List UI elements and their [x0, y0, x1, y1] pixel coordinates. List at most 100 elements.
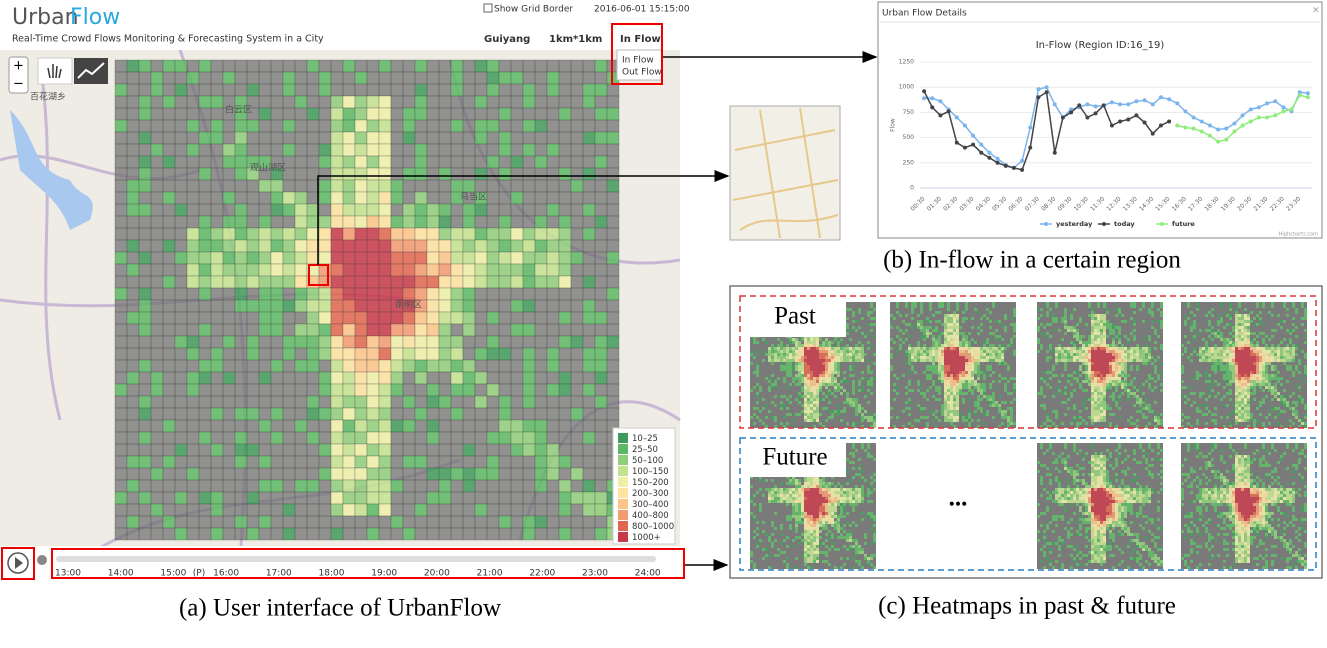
heat-cell — [139, 348, 151, 360]
heat-cell — [947, 314, 950, 317]
heat-cell — [956, 422, 959, 425]
heat-cell — [843, 419, 846, 422]
close-button[interactable]: × — [1312, 6, 1320, 16]
heat-cell — [855, 329, 858, 332]
city-select[interactable]: Guiyang — [484, 34, 530, 45]
heat-cell — [199, 72, 211, 84]
heat-cell — [926, 368, 929, 371]
heat-cell — [956, 392, 959, 395]
heat-cell — [307, 228, 319, 240]
heat-cell — [271, 456, 283, 468]
heat-cell — [980, 302, 983, 305]
heat-cell — [965, 350, 968, 353]
heat-cell — [974, 422, 977, 425]
heat-cell — [968, 341, 971, 344]
zoom-in[interactable]: + — [13, 59, 24, 74]
heat-cell — [956, 398, 959, 401]
heat-cell — [917, 416, 920, 419]
legend-swatch — [618, 466, 628, 476]
zoom-out[interactable]: − — [13, 77, 24, 92]
grid-checkbox-label[interactable]: Show Grid Border — [494, 5, 573, 15]
heat-cell — [391, 216, 403, 228]
heat-cell — [559, 72, 571, 84]
heat-cell — [852, 329, 855, 332]
heat-cell — [807, 386, 810, 389]
grid-size-select[interactable]: 1km*1km — [549, 34, 602, 45]
heat-cell — [127, 192, 139, 204]
data-point — [1151, 132, 1155, 136]
heat-cell — [391, 132, 403, 144]
timeline-handle[interactable] — [37, 555, 47, 565]
heat-cell — [511, 216, 523, 228]
heat-cell — [864, 419, 867, 422]
heat-cell — [959, 383, 962, 386]
heat-cell — [807, 365, 810, 368]
heat-cell — [547, 324, 559, 336]
heat-cell — [792, 395, 795, 398]
flow-select[interactable]: In Flow — [620, 34, 661, 45]
heat-cell — [463, 516, 475, 528]
heat-cell — [475, 516, 487, 528]
heat-cell — [427, 456, 439, 468]
heat-cell — [415, 144, 427, 156]
heat-cell — [899, 413, 902, 416]
heat-cell — [187, 204, 199, 216]
heat-cell — [908, 353, 911, 356]
heat-cell — [801, 407, 804, 410]
heat-cell — [816, 404, 819, 407]
heat-cell — [983, 341, 986, 344]
heat-cell — [899, 314, 902, 317]
heat-cell — [896, 350, 899, 353]
heat-cell — [756, 392, 759, 395]
heat-cell — [379, 324, 391, 336]
heat-cell — [547, 132, 559, 144]
heat-cell — [974, 365, 977, 368]
heat-cell — [403, 72, 415, 84]
heat-cell — [896, 401, 899, 404]
heat-cell — [896, 386, 899, 389]
heat-cell — [475, 288, 487, 300]
heat-cell — [843, 410, 846, 413]
heat-cell — [834, 338, 837, 341]
heat-cell — [391, 120, 403, 132]
heat-cell — [944, 350, 947, 353]
heat-cell — [858, 362, 861, 365]
heat-cell — [971, 407, 974, 410]
heat-cell — [908, 302, 911, 305]
heat-cell — [914, 305, 917, 308]
heat-cell — [595, 444, 607, 456]
heat-cell — [831, 419, 834, 422]
grid-checkbox[interactable] — [484, 4, 492, 12]
heat-cell — [840, 407, 843, 410]
heat-cell — [439, 144, 451, 156]
heat-cell — [789, 395, 792, 398]
trend-tool[interactable] — [74, 58, 108, 84]
heat-cell — [283, 360, 295, 372]
heat-cell — [953, 419, 956, 422]
heat-cell — [223, 336, 235, 348]
heat-cell — [917, 347, 920, 350]
heat-cell — [151, 204, 163, 216]
heat-cell — [475, 336, 487, 348]
heat-cell — [759, 383, 762, 386]
heat-cell — [774, 377, 777, 380]
heat-cell — [595, 156, 607, 168]
timeline-track[interactable] — [56, 556, 656, 562]
heat-cell — [783, 362, 786, 365]
heat-cell — [816, 341, 819, 344]
heat-cell — [175, 60, 187, 72]
heat-cell — [959, 356, 962, 359]
heat-cell — [977, 314, 980, 317]
flow-option[interactable]: Out Flow — [622, 68, 662, 78]
heat-cell — [559, 108, 571, 120]
heat-cell — [475, 108, 487, 120]
heat-cell — [511, 432, 523, 444]
heat-cell — [427, 264, 439, 276]
data-point — [963, 124, 967, 128]
heat-cell — [535, 132, 547, 144]
pan-tool[interactable] — [38, 58, 72, 84]
heat-cell — [235, 516, 247, 528]
heat-cell — [235, 276, 247, 288]
flow-option[interactable]: In Flow — [622, 56, 654, 66]
heat-cell — [753, 413, 756, 416]
